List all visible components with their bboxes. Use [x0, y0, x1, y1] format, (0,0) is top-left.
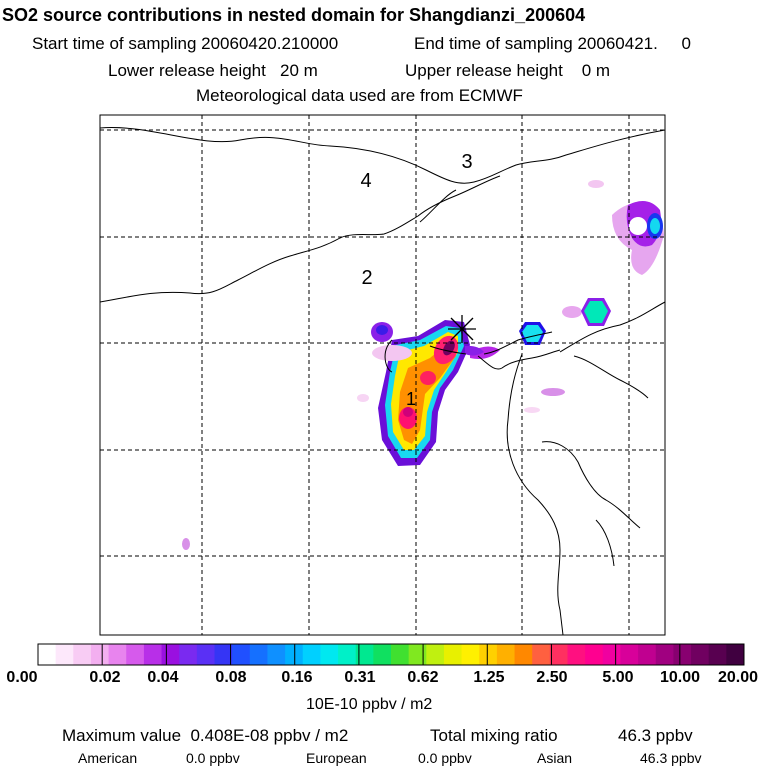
colorbar-swatch — [549, 644, 568, 665]
colorbar-swatch — [196, 644, 215, 665]
colorbar-swatch — [373, 644, 392, 665]
region-label: 2 — [361, 267, 372, 289]
colorbar-swatch — [249, 644, 268, 665]
colorbar-swatch — [496, 644, 516, 665]
colorbar-swatch — [285, 644, 304, 665]
colorbar-swatch — [179, 644, 198, 665]
colorbar-tick-label: 0.02 — [89, 669, 121, 686]
total-mixing-label: Total mixing ratio — [430, 726, 558, 745]
colorbar-swatch — [73, 644, 92, 665]
colorbar-tick-label: 0.31 — [344, 669, 376, 686]
start-time-label: Start time of sampling 20060420.210000 — [32, 34, 339, 53]
coastlines — [100, 127, 665, 635]
colorbar-swatch — [691, 644, 710, 665]
lower-release-label: Lower release height 20 m — [108, 61, 318, 80]
plot-title: SO2 source contributions in nested domai… — [2, 5, 586, 25]
colorbar-swatch — [602, 644, 621, 665]
colorbar-swatch — [161, 644, 180, 665]
colorbar-swatch — [302, 644, 321, 665]
colorbar-tick-label: 1.25 — [473, 669, 505, 686]
colorbar-swatch — [655, 644, 674, 665]
upper-release-label: Upper release height 0 m — [405, 61, 611, 80]
asian-label: Asian — [537, 750, 573, 766]
concentration-plume — [372, 320, 500, 466]
colorbar-swatch — [479, 644, 498, 665]
colorbar-tick-label: 0.62 — [407, 669, 439, 686]
colorbar-tick-label: 20.00 — [717, 669, 759, 686]
colorbar-swatch — [338, 644, 357, 665]
region-label: 3 — [461, 151, 472, 173]
asian-value: 46.3 ppbv — [640, 750, 702, 766]
star-cross-icon — [448, 315, 476, 343]
colorbar — [37, 643, 745, 666]
colorbar-swatch — [355, 644, 374, 665]
colorbar-swatch — [673, 644, 692, 665]
colorbar-tick-label: 0.04 — [147, 669, 179, 686]
colorbar-tick-label: 10.00 — [659, 669, 701, 686]
colorbar-tick-label: 0.08 — [215, 669, 247, 686]
colorbar-swatch — [426, 644, 445, 665]
region-label: 4 — [360, 170, 371, 192]
colorbar-swatch — [638, 644, 657, 665]
colorbar-swatch — [143, 644, 163, 665]
european-label: European — [306, 750, 367, 766]
colorbar-swatch — [726, 644, 745, 665]
american-value: 0.0 ppbv — [186, 750, 240, 766]
colorbar-swatch — [232, 644, 251, 665]
lat-lon-grid — [100, 115, 665, 635]
max-value-label: Maximum value 0.408E-08 ppbv / m2 — [62, 726, 349, 745]
colorbar-swatch — [443, 644, 463, 665]
colorbar-swatch — [461, 644, 480, 665]
colorbar-swatch — [620, 644, 639, 665]
end-time-label: End time of sampling 20060421. 0 — [414, 34, 691, 53]
colorbar-swatch — [532, 644, 551, 665]
colorbar-swatch — [90, 644, 110, 665]
colorbar-tick-label: 5.00 — [602, 669, 634, 686]
region-label: 1 — [406, 389, 416, 409]
colorbar-swatch — [126, 644, 145, 665]
colorbar-swatch — [708, 644, 727, 665]
colorbar-swatch — [320, 644, 339, 665]
colorbar-swatch — [514, 644, 533, 665]
colorbar-swatch — [55, 644, 74, 665]
colorbar-swatch — [38, 644, 57, 665]
colorbar-tick-label: 0.16 — [281, 669, 313, 686]
european-value: 0.0 ppbv — [418, 750, 472, 766]
met-data-label: Meteorological data used are from ECMWF — [196, 86, 523, 105]
colorbar-swatch — [391, 644, 410, 665]
colorbar-tick-label: 2.50 — [536, 669, 568, 686]
colorbar-unit-label: 10E-10 ppbv / m2 — [306, 696, 433, 713]
concentration-patches — [182, 180, 664, 550]
colorbar-swatch — [567, 644, 586, 665]
colorbar-swatch — [108, 644, 127, 665]
colorbar-tick-label: 0.00 — [6, 669, 38, 686]
colorbar-swatch — [585, 644, 604, 665]
map-frame — [99, 114, 666, 636]
american-label: American — [78, 750, 138, 766]
colorbar-swatch — [408, 644, 427, 665]
colorbar-swatch — [214, 644, 233, 665]
colorbar-swatch — [267, 644, 286, 665]
total-mixing-value: 46.3 ppbv — [618, 726, 693, 745]
colorbar-frame — [37, 643, 745, 666]
